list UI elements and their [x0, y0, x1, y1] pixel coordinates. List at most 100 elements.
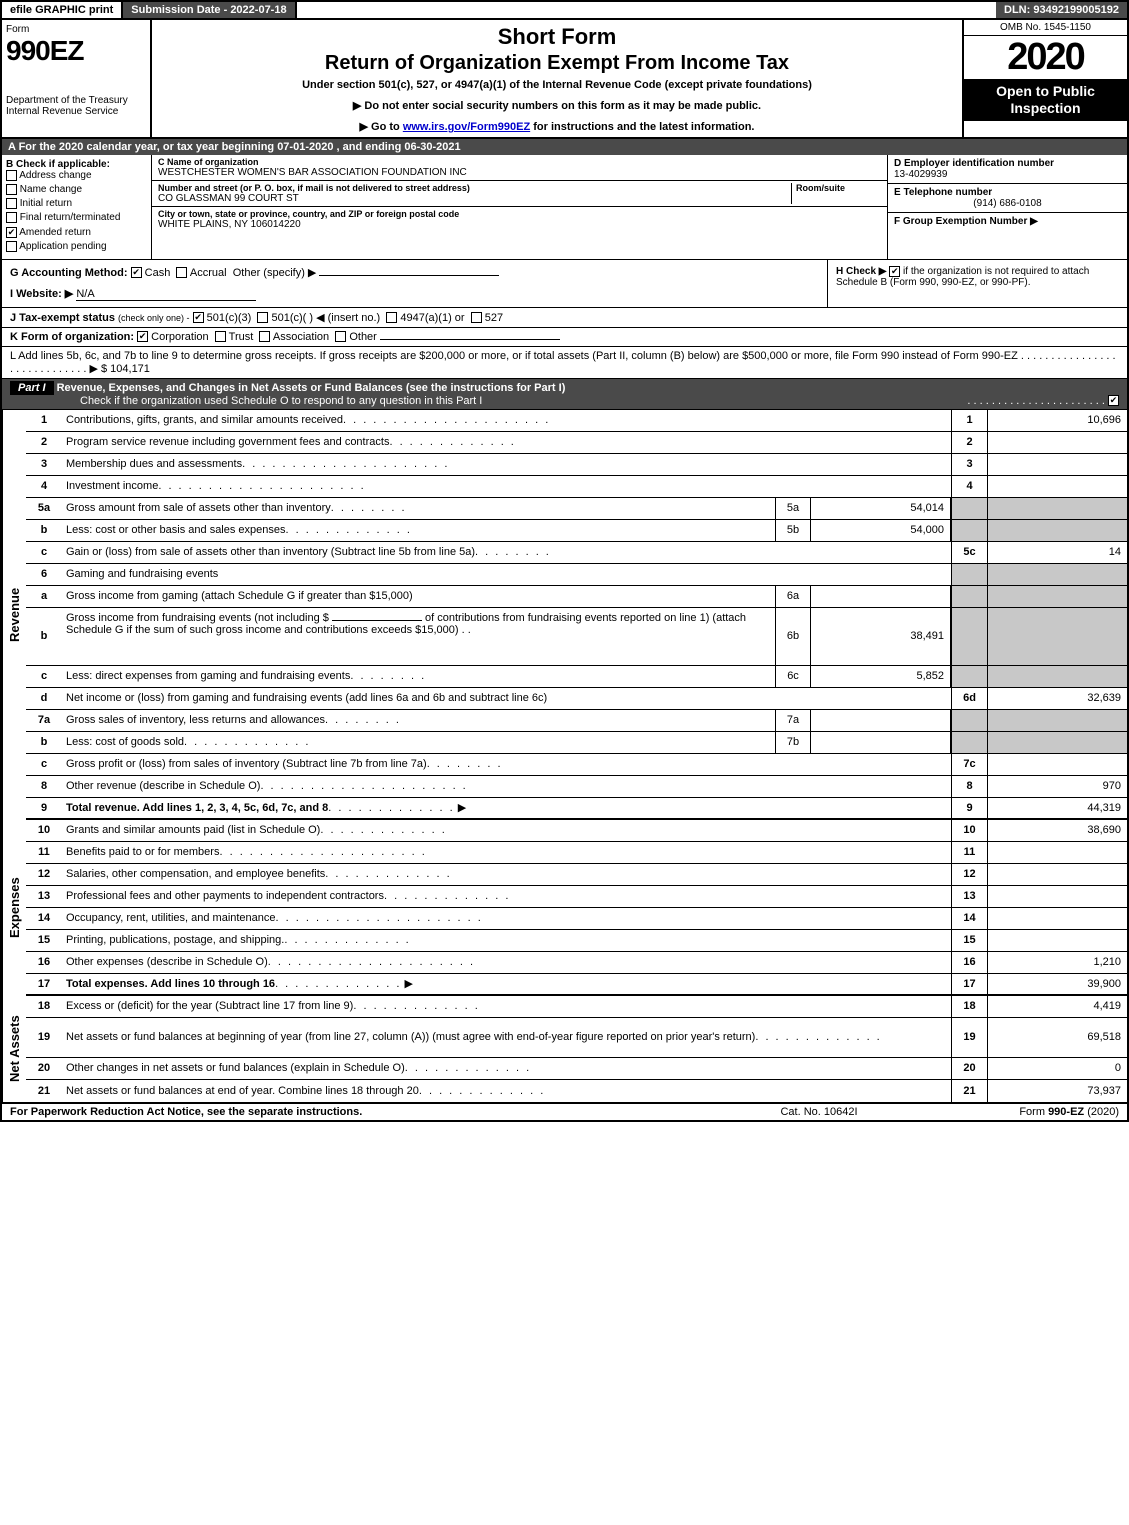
checkbox-icon[interactable] — [176, 267, 187, 278]
value-14 — [987, 908, 1127, 929]
tax-year-row: A For the 2020 calendar year, or tax yea… — [0, 139, 1129, 155]
k-label: K Form of organization: — [10, 331, 134, 343]
value-4 — [987, 476, 1127, 497]
b-label: B Check if applicable: — [6, 159, 147, 170]
value-7a — [811, 710, 951, 731]
room-label: Room/suite — [796, 183, 881, 193]
other-org-input[interactable] — [380, 339, 560, 340]
expenses-side-label: Expenses — [2, 820, 26, 996]
line-1: 1 Contributions, gifts, grants, and simi… — [26, 410, 1127, 432]
line-6c: c Less: direct expenses from gaming and … — [26, 666, 1127, 688]
phone: (914) 686-0108 — [894, 198, 1121, 209]
checkbox-icon[interactable] — [335, 331, 346, 342]
line-21: 21 Net assets or fund balances at end of… — [26, 1080, 1127, 1102]
entity-block: B Check if applicable: Address change Na… — [0, 155, 1129, 260]
i-label: I Website: ▶ — [10, 288, 73, 300]
l-value: $ 104,171 — [101, 363, 150, 375]
value-12 — [987, 864, 1127, 885]
check-name-change[interactable]: Name change — [6, 184, 147, 195]
catalog-number: Cat. No. 10642I — [719, 1106, 919, 1118]
part1-check-label: Check if the organization used Schedule … — [80, 395, 482, 407]
value-19: 69,518 — [987, 1018, 1127, 1057]
efile-label[interactable]: efile GRAPHIC print — [2, 2, 123, 18]
line-7b: b Less: cost of goods sold 7b — [26, 732, 1127, 754]
value-7b — [811, 732, 951, 753]
revenue-side-label: Revenue — [2, 410, 26, 820]
open-public: Open to Public Inspection — [964, 79, 1127, 121]
checkbox-icon[interactable] — [6, 198, 17, 209]
value-7c — [987, 754, 1127, 775]
irs-link[interactable]: www.irs.gov/Form990EZ — [403, 121, 530, 133]
g-section: G Accounting Method: ✔ Cash Accrual Othe… — [2, 260, 827, 307]
line-7a: 7a Gross sales of inventory, less return… — [26, 710, 1127, 732]
value-1: 10,696 — [987, 410, 1127, 431]
line-16: 16 Other expenses (describe in Schedule … — [26, 952, 1127, 974]
check-address-change[interactable]: Address change — [6, 170, 147, 181]
tax-year: 2020 — [964, 36, 1127, 79]
checkbox-icon[interactable] — [215, 331, 226, 342]
line-13: 13 Professional fees and other payments … — [26, 886, 1127, 908]
value-15 — [987, 930, 1127, 951]
value-6a — [811, 586, 951, 607]
line-6: 6 Gaming and fundraising events — [26, 564, 1127, 586]
check-final-return[interactable]: Final return/terminated — [6, 212, 147, 223]
omb-number: OMB No. 1545-1150 — [964, 20, 1127, 36]
goto-line: ▶ Go to www.irs.gov/Form990EZ for instru… — [160, 120, 954, 133]
expenses-table: Expenses 10 Grants and similar amounts p… — [0, 820, 1129, 996]
value-11 — [987, 842, 1127, 863]
org-name: WESTCHESTER WOMEN'S BAR ASSOCIATION FOUN… — [158, 167, 881, 178]
checkbox-icon[interactable] — [6, 241, 17, 252]
submission-date: Submission Date - 2022-07-18 — [123, 2, 296, 18]
title-return: Return of Organization Exempt From Incom… — [160, 52, 954, 75]
ein: 13-4029939 — [894, 169, 1121, 180]
net-assets-side-label: Net Assets — [2, 996, 26, 1102]
checkbox-icon[interactable] — [386, 312, 397, 323]
j-row: J Tax-exempt status (check only one) - ✔… — [0, 308, 1129, 328]
d-label: D Employer identification number — [894, 158, 1121, 169]
line-8: 8 Other revenue (describe in Schedule O)… — [26, 776, 1127, 798]
org-address: CO GLASSMAN 99 COURT ST — [158, 193, 791, 204]
check-initial-return[interactable]: Initial return — [6, 198, 147, 209]
fundraising-amount-input[interactable] — [332, 620, 422, 621]
addr-label: Number and street (or P. O. box, if mail… — [158, 183, 791, 193]
f-label: F Group Exemption Number ▶ — [894, 216, 1121, 227]
checkbox-icon[interactable] — [6, 170, 17, 181]
value-18: 4,419 — [987, 996, 1127, 1017]
checkbox-icon[interactable]: ✔ — [1108, 395, 1119, 406]
checkbox-icon[interactable] — [6, 212, 17, 223]
checkbox-icon[interactable]: ✔ — [131, 267, 142, 278]
value-5c: 14 — [987, 542, 1127, 563]
other-specify-input[interactable] — [319, 275, 499, 276]
h-section: H Check ▶ ✔ if the organization is not r… — [827, 260, 1127, 307]
value-16: 1,210 — [987, 952, 1127, 973]
c-label: C Name of organization — [158, 157, 881, 167]
top-bar: efile GRAPHIC print Submission Date - 20… — [0, 0, 1129, 20]
check-amended-return[interactable]: ✔ Amended return — [6, 227, 147, 238]
warning-ssn: ▶ Do not enter social security numbers o… — [160, 99, 954, 112]
line-5a: 5a Gross amount from sale of assets othe… — [26, 498, 1127, 520]
value-10: 38,690 — [987, 820, 1127, 841]
checkbox-icon[interactable] — [257, 312, 268, 323]
checkbox-icon[interactable]: ✔ — [889, 266, 900, 277]
line-4: 4 Investment income 4 — [26, 476, 1127, 498]
form-ref: Form 990-EZ (2020) — [919, 1106, 1119, 1118]
checkbox-icon[interactable] — [259, 331, 270, 342]
value-20: 0 — [987, 1058, 1127, 1079]
check-application-pending[interactable]: Application pending — [6, 241, 147, 252]
header-right: OMB No. 1545-1150 2020 Open to Public In… — [962, 20, 1127, 137]
form-number: 990EZ — [6, 35, 146, 67]
checkbox-icon[interactable] — [471, 312, 482, 323]
checkbox-icon[interactable]: ✔ — [6, 227, 17, 238]
part1-tag: Part I — [10, 381, 54, 395]
g-label: G Accounting Method: — [10, 267, 128, 279]
title-short-form: Short Form — [160, 24, 954, 50]
form-header: Form 990EZ Department of the Treasury In… — [0, 20, 1129, 139]
checkbox-icon[interactable]: ✔ — [193, 312, 204, 323]
checkbox-icon[interactable] — [6, 184, 17, 195]
header-mid: Short Form Return of Organization Exempt… — [152, 20, 962, 137]
section-def: D Employer identification number 13-4029… — [887, 155, 1127, 259]
l-row: L Add lines 5b, 6c, and 7b to line 9 to … — [0, 347, 1129, 379]
value-21: 73,937 — [987, 1080, 1127, 1102]
line-18: 18 Excess or (deficit) for the year (Sub… — [26, 996, 1127, 1018]
checkbox-icon[interactable]: ✔ — [137, 331, 148, 342]
